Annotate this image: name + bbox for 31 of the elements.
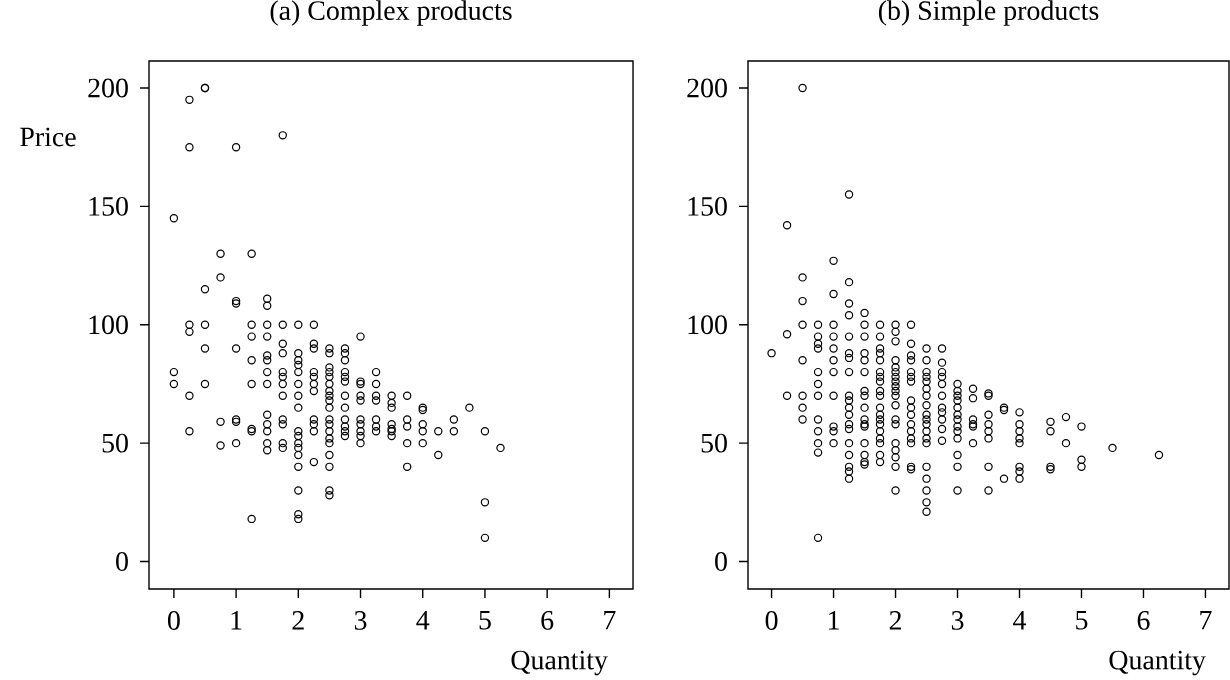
x-tick-label: 0 [765,611,778,630]
y-tick-label: 200 [687,78,727,98]
x-tick-label: 5 [1076,611,1088,630]
y-tick-label: 150 [89,196,128,216]
x-tick-label: 2 [292,611,304,630]
x-tick-label: 3 [951,611,964,630]
x-tick-label: 7 [604,611,616,630]
x-tick-label: 1 [829,611,839,630]
x-axis-title: Quantity [511,650,608,676]
chart-title: (b) Simple products [878,0,1099,26]
y-tick-label: 50 [102,433,128,453]
x-tick-label: 6 [1137,611,1150,630]
x-tick-label: 4 [416,611,430,630]
x-tick-label: 6 [541,611,554,630]
x-tick-label: 7 [1200,611,1212,630]
x-tick-label: 4 [1013,611,1027,630]
x-tick-label: 0 [167,611,180,630]
x-tick-label: 1 [231,611,242,630]
y-tick-label: 0 [116,552,128,571]
y-tick-label: 100 [688,315,727,335]
x-tick-label: 3 [354,611,367,630]
y-tick-label: 100 [89,315,128,335]
x-axis-title: Quantity [1109,650,1206,676]
x-tick-label: 2 [889,611,901,630]
y-tick-label: 50 [701,433,727,453]
y-tick-label: 150 [688,196,727,216]
y-tick-label: 200 [88,78,128,98]
y-axis-title: Price [20,127,76,147]
y-tick-label: 0 [715,552,727,571]
chart-title: (a) Complex products [270,0,512,26]
x-tick-label: 5 [479,611,491,630]
